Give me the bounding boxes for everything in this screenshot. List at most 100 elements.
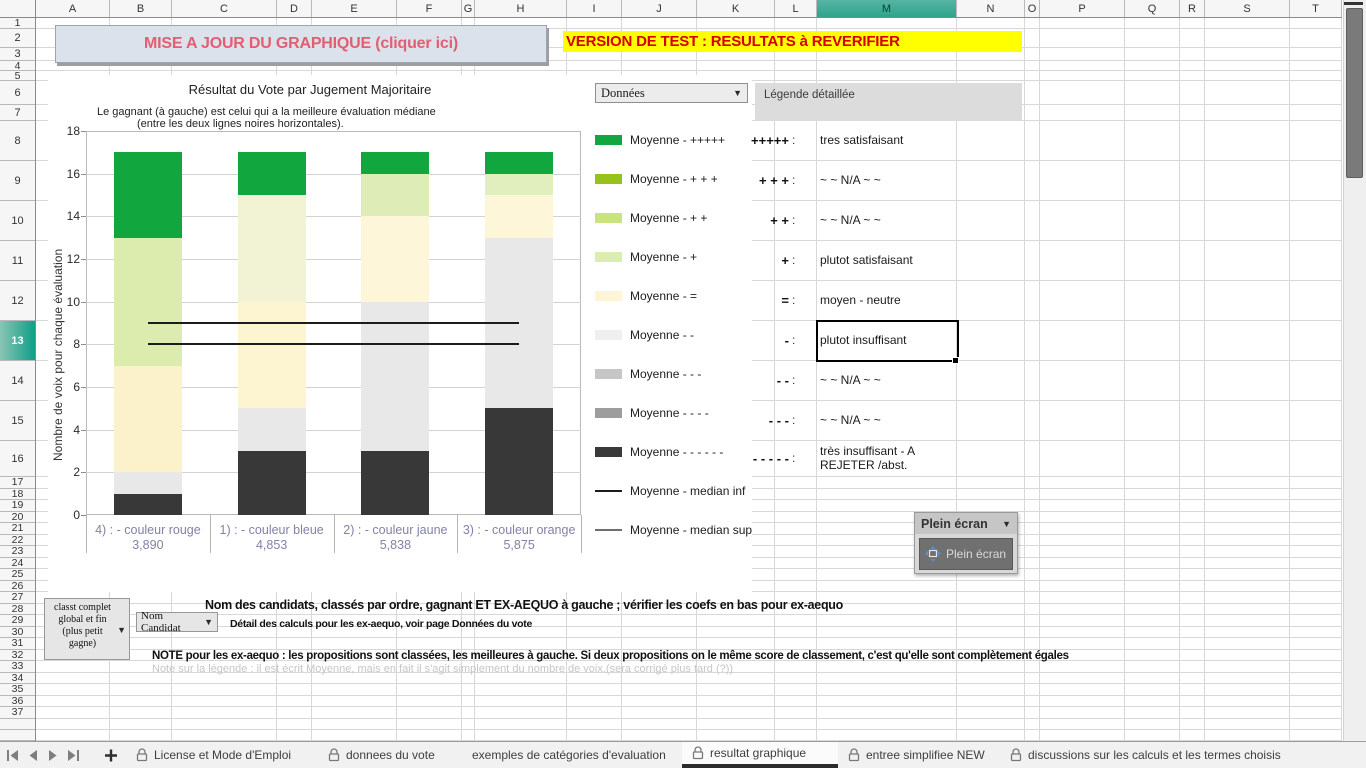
vertical-scrollbar-thumb[interactable] xyxy=(1346,8,1363,178)
chart-gridline xyxy=(86,387,581,388)
row-header-3[interactable]: 3 xyxy=(0,48,35,61)
row-header-8[interactable]: 8 xyxy=(0,121,35,161)
row-header-7[interactable]: 7 xyxy=(0,105,35,121)
grade-symbol: - - - - - xyxy=(752,451,789,466)
column-header-J[interactable]: J xyxy=(622,0,697,17)
scrollbar-split-handle[interactable] xyxy=(1344,2,1363,5)
column-header-K[interactable]: K xyxy=(697,0,775,17)
row-header-24[interactable]: 24 xyxy=(0,557,35,569)
row-header-26[interactable]: 26 xyxy=(0,580,35,592)
row-header-1[interactable]: 1 xyxy=(0,18,35,29)
column-header-D[interactable]: D xyxy=(277,0,312,17)
row-header-29[interactable]: 29 xyxy=(0,615,35,627)
row-header-21[interactable]: 21 xyxy=(0,523,35,535)
column-header-S[interactable]: S xyxy=(1205,0,1290,17)
row-header-28[interactable]: 28 xyxy=(0,603,35,615)
grade-description[interactable]: ~ ~ N/A ~ ~ xyxy=(820,213,881,227)
row-header-x38[interactable] xyxy=(0,730,35,741)
row-header-6[interactable]: 6 xyxy=(0,81,35,105)
column-header-B[interactable]: B xyxy=(110,0,172,17)
row-header-13[interactable]: 13 xyxy=(0,321,35,361)
row-header-25[interactable]: 25 xyxy=(0,569,35,581)
fullscreen-button[interactable]: Plein écran xyxy=(919,538,1013,570)
legend-swatch xyxy=(595,291,622,301)
column-header-H[interactable]: H xyxy=(475,0,567,17)
row-header-30[interactable]: 30 xyxy=(0,626,35,638)
column-header-I[interactable]: I xyxy=(567,0,622,17)
update-chart-button[interactable]: MISE A JOUR DU GRAPHIQUE (cliquer ici) xyxy=(55,25,547,63)
column-header-M[interactable]: M xyxy=(817,0,957,17)
column-header-C[interactable]: C xyxy=(172,0,277,17)
bar-segment xyxy=(237,408,306,451)
grade-description[interactable]: ~ ~ N/A ~ ~ xyxy=(820,373,881,387)
row-header-31[interactable]: 31 xyxy=(0,638,35,650)
grade-description[interactable]: tres satisfaisant xyxy=(820,133,904,147)
sheet-tab-2[interactable]: exemples de catégories d'evaluation xyxy=(462,742,676,768)
row-header-10[interactable]: 10 xyxy=(0,201,35,241)
row-header-15[interactable]: 15 xyxy=(0,401,35,441)
results-chart[interactable]: Résultat du Vote par Jugement Majoritair… xyxy=(48,75,752,592)
grade-description[interactable]: ~ ~ N/A ~ ~ xyxy=(820,413,881,427)
row-header-34[interactable]: 34 xyxy=(0,672,35,684)
sheet-tab-0[interactable]: License et Mode d'Emploi xyxy=(126,742,304,768)
next-sheet-button[interactable] xyxy=(46,749,60,762)
legend-item: Moyenne - - - - xyxy=(595,406,709,420)
previous-sheet-button[interactable] xyxy=(26,749,40,762)
sheet-tab-1[interactable]: donnees du vote xyxy=(318,742,446,768)
legend-swatch xyxy=(595,174,622,184)
column-header-A[interactable]: A xyxy=(36,0,110,17)
row-header-11[interactable]: 11 xyxy=(0,241,35,281)
last-sheet-button[interactable] xyxy=(66,749,80,762)
row-header-x37[interactable] xyxy=(0,718,35,730)
row-header-4[interactable]: 4 xyxy=(0,61,35,71)
sheet-tab-4[interactable]: entree simplifiee NEW xyxy=(838,742,995,768)
row-header-37[interactable]: 37 xyxy=(0,707,35,719)
column-header-R[interactable]: R xyxy=(1180,0,1205,17)
row-header-17[interactable]: 17 xyxy=(0,477,35,489)
vertical-scrollbar[interactable] xyxy=(1343,0,1366,741)
row-headers: 1 2 3 4 5 6 7 8 9 10 11 12 13 14 15 16 17 18 19 20 21 22 23 24 2… xyxy=(0,18,36,741)
row-header-22[interactable]: 22 xyxy=(0,534,35,546)
row-header-36[interactable]: 36 xyxy=(0,695,35,707)
selection-fill-handle[interactable] xyxy=(952,357,959,364)
column-header-L[interactable]: L xyxy=(775,0,817,17)
row-header-16[interactable]: 16 xyxy=(0,441,35,477)
column-header-P[interactable]: P xyxy=(1040,0,1125,17)
first-sheet-button[interactable] xyxy=(6,749,20,762)
candidat-dropdown[interactable]: Nom Candidat ▼ xyxy=(136,610,218,634)
row-header-12[interactable]: 12 xyxy=(0,281,35,321)
column-header-O[interactable]: O xyxy=(1025,0,1040,17)
row-header-23[interactable]: 23 xyxy=(0,546,35,558)
column-header-G[interactable]: G xyxy=(462,0,475,17)
row-header-35[interactable]: 35 xyxy=(0,684,35,696)
grade-description[interactable]: plutot insuffisant xyxy=(820,333,907,347)
legend-item: Moyenne - + + xyxy=(595,211,707,225)
add-sheet-button[interactable] xyxy=(104,749,118,762)
column-header-N[interactable]: N xyxy=(957,0,1025,17)
row-header-20[interactable]: 20 xyxy=(0,511,35,523)
row-header-18[interactable]: 18 xyxy=(0,488,35,500)
row-header-14[interactable]: 14 xyxy=(0,361,35,401)
grade-description[interactable]: ~ ~ N/A ~ ~ xyxy=(820,173,881,187)
row-header-9[interactable]: 9 xyxy=(0,161,35,201)
column-header-Q[interactable]: Q xyxy=(1125,0,1180,17)
grade-description[interactable]: moyen - neutre xyxy=(820,293,901,307)
row-header-33[interactable]: 33 xyxy=(0,661,35,673)
fullscreen-toolbar-title[interactable]: Plein écran ▼ xyxy=(915,513,1017,534)
note-legende: Note sur la légende : il est écrit Moyen… xyxy=(152,663,734,675)
row-header-19[interactable]: 19 xyxy=(0,500,35,512)
data-selector-dropdown[interactable]: Données ▼ xyxy=(595,83,748,103)
row-header-27[interactable]: 27 xyxy=(0,592,35,604)
grade-description[interactable]: plutot satisfaisant xyxy=(820,253,913,267)
classement-dropdown[interactable]: classt complet global et fin (plus petit… xyxy=(44,598,130,660)
column-header-F[interactable]: F xyxy=(397,0,462,17)
column-header-E[interactable]: E xyxy=(312,0,397,17)
sheet-tab-5[interactable]: discussions sur les calculs et les terme… xyxy=(1000,742,1294,768)
column-header-T[interactable]: T xyxy=(1290,0,1342,17)
sheet-tab-3[interactable]: resultat graphique xyxy=(682,742,838,768)
grade-description[interactable]: très insuffisant - A REJETER /abst. xyxy=(820,444,915,472)
row-header-2[interactable]: 2 xyxy=(0,29,35,48)
row-header-5[interactable]: 5 xyxy=(0,71,35,81)
select-all-corner[interactable] xyxy=(0,0,36,17)
row-header-32[interactable]: 32 xyxy=(0,649,35,661)
